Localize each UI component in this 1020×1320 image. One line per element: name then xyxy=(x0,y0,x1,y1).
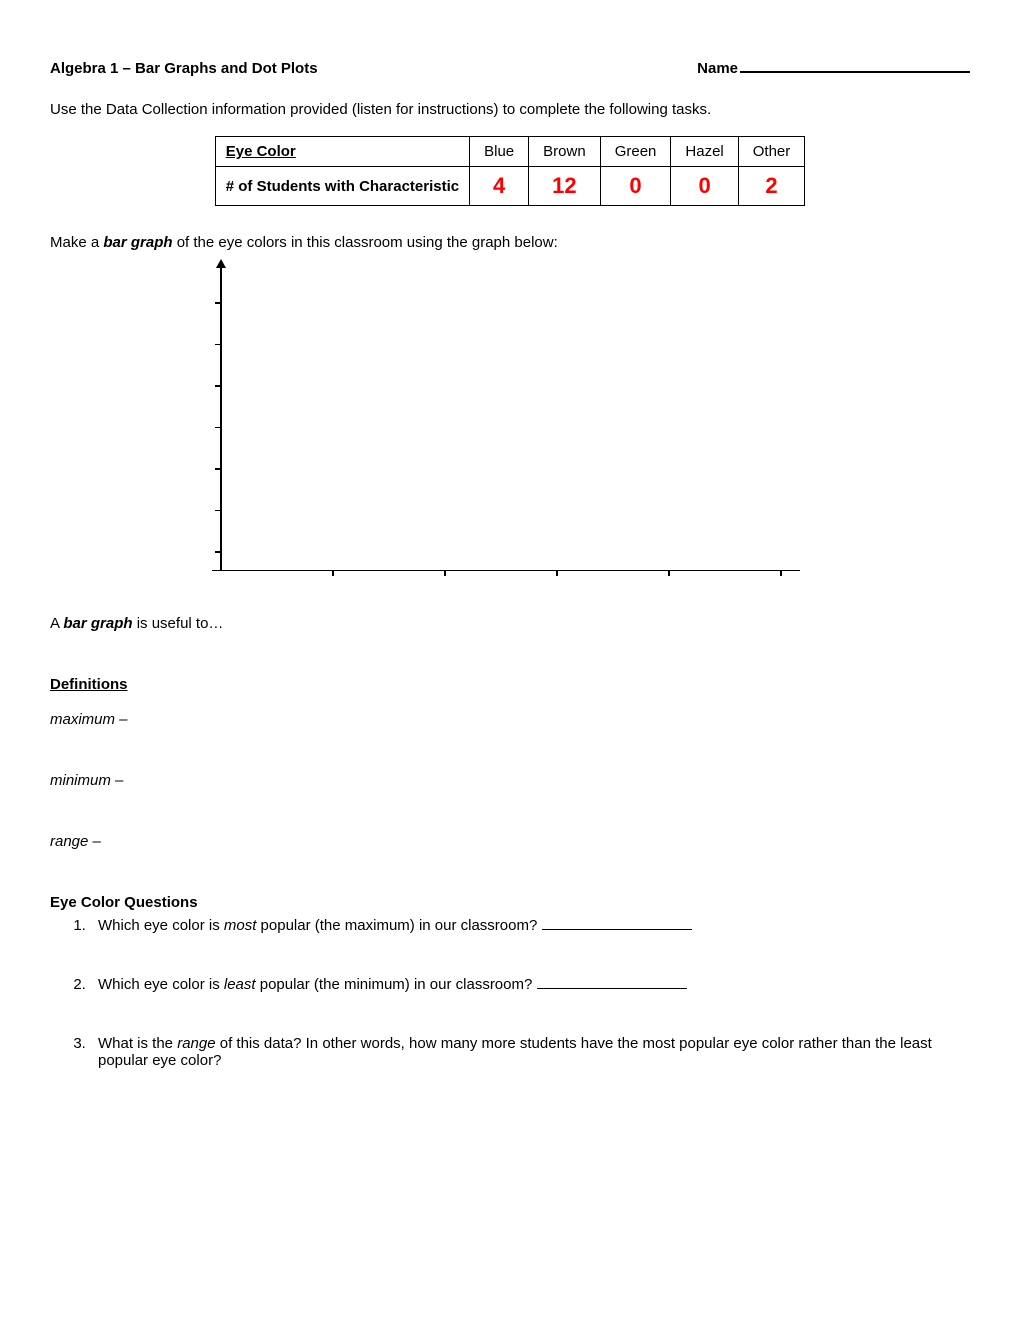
list-item: What is the range of this data? In other… xyxy=(90,1035,970,1069)
definitions-heading: Definitions xyxy=(50,676,970,693)
row-header-2: # of Students with Characteristic xyxy=(215,167,469,206)
y-tick xyxy=(215,385,220,387)
em: least xyxy=(224,976,256,993)
text: Make a xyxy=(50,234,103,251)
table-value: 12 xyxy=(529,167,601,206)
answer-blank[interactable] xyxy=(537,988,687,989)
x-tick xyxy=(780,571,782,576)
blank-chart-area xyxy=(220,261,970,571)
em: most xyxy=(224,917,257,934)
name-label: Name xyxy=(697,60,738,77)
term: bar graph xyxy=(103,234,172,251)
y-axis-arrow-icon xyxy=(216,259,226,268)
def-term: range – xyxy=(50,833,970,850)
y-tick xyxy=(215,427,220,429)
y-tick xyxy=(215,302,220,304)
text: Which eye color is xyxy=(98,917,224,934)
def-term: maximum – xyxy=(50,711,970,728)
page-title: Algebra 1 – Bar Graphs and Dot Plots xyxy=(50,60,318,77)
row-header-1: Eye Color xyxy=(215,137,469,167)
worksheet-header: Algebra 1 – Bar Graphs and Dot Plots Nam… xyxy=(50,60,970,77)
intro-text: Use the Data Collection information prov… xyxy=(50,101,970,118)
text: A xyxy=(50,615,63,632)
text: What is the xyxy=(98,1035,177,1052)
y-tick xyxy=(215,344,220,346)
col-header: Other xyxy=(738,137,805,167)
list-item: Which eye color is least popular (the mi… xyxy=(90,976,970,993)
text: popular (the maximum) in our classroom? xyxy=(256,917,541,934)
text: is useful to… xyxy=(133,615,224,632)
list-item: Which eye color is most popular (the max… xyxy=(90,917,970,934)
y-tick xyxy=(215,510,220,512)
table-value: 0 xyxy=(671,167,738,206)
chart-axes xyxy=(220,261,800,571)
text: popular (the minimum) in our classroom? xyxy=(256,976,537,993)
question-list: Which eye color is most popular (the max… xyxy=(90,917,970,1069)
name-field: Name xyxy=(697,60,970,77)
name-blank-line[interactable] xyxy=(740,71,970,73)
useful-prompt: A bar graph is useful to… xyxy=(50,615,970,632)
col-header: Hazel xyxy=(671,137,738,167)
y-tick xyxy=(215,468,220,470)
text: Which eye color is xyxy=(98,976,224,993)
em: range xyxy=(177,1035,215,1052)
text: of the eye colors in this classroom usin… xyxy=(173,234,558,251)
table-value: 0 xyxy=(600,167,671,206)
col-header: Green xyxy=(600,137,671,167)
x-tick xyxy=(556,571,558,576)
table-value: 2 xyxy=(738,167,805,206)
x-axis xyxy=(212,570,800,572)
y-tick xyxy=(215,551,220,553)
text: of this data? In other words, how many m… xyxy=(98,1035,932,1069)
questions-section: Eye Color Questions Which eye color is m… xyxy=(50,894,970,1069)
table-row: # of Students with Characteristic 4 12 0… xyxy=(215,167,805,206)
x-tick xyxy=(668,571,670,576)
y-axis xyxy=(220,261,222,571)
table-value: 4 xyxy=(470,167,529,206)
term: bar graph xyxy=(63,615,132,632)
col-header: Blue xyxy=(470,137,529,167)
x-tick xyxy=(332,571,334,576)
col-header: Brown xyxy=(529,137,601,167)
def-term: minimum – xyxy=(50,772,970,789)
eye-color-table: Eye Color Blue Brown Green Hazel Other #… xyxy=(215,136,806,206)
answer-blank[interactable] xyxy=(542,929,692,930)
table-row: Eye Color Blue Brown Green Hazel Other xyxy=(215,137,805,167)
bar-graph-prompt: Make a bar graph of the eye colors in th… xyxy=(50,234,970,251)
questions-heading: Eye Color Questions xyxy=(50,894,970,911)
definitions-section: Definitions maximum – minimum – range – xyxy=(50,676,970,850)
x-tick xyxy=(444,571,446,576)
